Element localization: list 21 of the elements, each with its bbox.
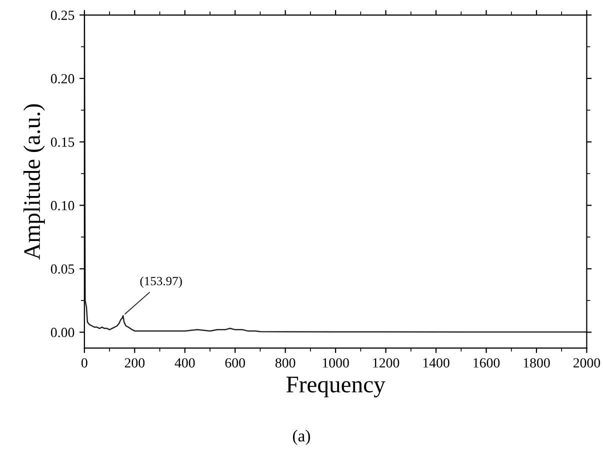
x-tick-label: 800 xyxy=(275,358,296,368)
y-tick-label: 0.25 xyxy=(50,10,74,20)
x-tick-label: 200 xyxy=(124,358,145,368)
x-tick-label: 0 xyxy=(81,358,88,368)
y-tick-label: 0.10 xyxy=(50,200,74,210)
y-axis-title: Amplitude (a.u.) xyxy=(23,104,45,260)
x-tick-label: 1400 xyxy=(423,358,450,368)
x-tick-label: 2000 xyxy=(573,358,600,368)
y-tick-label: 0.15 xyxy=(50,137,74,147)
x-tick-label: 1800 xyxy=(524,358,550,368)
annotation: (153.97) xyxy=(140,276,182,288)
x-axis-title: Frequency xyxy=(286,376,386,398)
x-tick-label: 400 xyxy=(174,358,195,368)
y-tick-label: 0.05 xyxy=(50,264,74,274)
text: (a) xyxy=(292,430,310,445)
y-tick-label: 0.00 xyxy=(50,328,74,338)
y-tick-label: 0.20 xyxy=(50,74,74,84)
x-tick-label: 1000 xyxy=(322,358,349,368)
x-tick-label: 600 xyxy=(225,358,245,368)
x-tick-label: 1200 xyxy=(373,358,400,368)
x-tick-label: 1600 xyxy=(474,358,500,368)
